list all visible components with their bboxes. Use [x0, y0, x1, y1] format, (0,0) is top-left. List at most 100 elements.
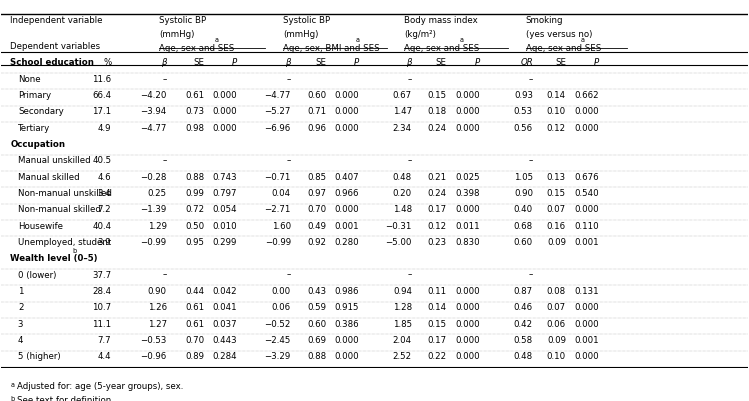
Text: (mmHg): (mmHg) [160, 30, 195, 39]
Text: 0.69: 0.69 [308, 336, 327, 345]
Text: 0.23: 0.23 [427, 238, 446, 247]
Text: Age, sex and SES: Age, sex and SES [526, 44, 601, 53]
Text: 0.110: 0.110 [574, 222, 598, 231]
Text: β: β [161, 58, 167, 67]
Text: −6.96: −6.96 [264, 124, 291, 133]
Text: 0.000: 0.000 [455, 91, 480, 100]
Text: P: P [593, 58, 598, 67]
Text: 0.037: 0.037 [212, 320, 237, 328]
Text: 0.000: 0.000 [455, 205, 480, 214]
Text: 0.16: 0.16 [547, 222, 566, 231]
Text: a: a [580, 37, 584, 43]
Text: (kg/m²): (kg/m²) [404, 30, 436, 39]
Text: 4.9: 4.9 [98, 124, 112, 133]
Text: 0.59: 0.59 [308, 303, 327, 312]
Text: 0.280: 0.280 [334, 238, 359, 247]
Text: 0.000: 0.000 [334, 352, 359, 361]
Text: Dependent variables: Dependent variables [10, 42, 100, 51]
Text: Housewife: Housewife [18, 222, 63, 231]
Text: 0.22: 0.22 [427, 352, 446, 361]
Text: –: – [407, 271, 412, 279]
Text: 1.27: 1.27 [148, 320, 167, 328]
Text: 0.000: 0.000 [212, 107, 237, 116]
Text: −0.99: −0.99 [264, 238, 291, 247]
Text: 0.386: 0.386 [334, 320, 359, 328]
Text: 0.15: 0.15 [427, 320, 446, 328]
Text: 0.797: 0.797 [213, 189, 237, 198]
Text: 0.60: 0.60 [514, 238, 533, 247]
Text: 0.14: 0.14 [547, 91, 566, 100]
Text: 0.000: 0.000 [455, 336, 480, 345]
Text: −3.94: −3.94 [140, 107, 167, 116]
Text: 0.284: 0.284 [212, 352, 237, 361]
Text: 1.85: 1.85 [392, 320, 412, 328]
Text: 0.540: 0.540 [574, 189, 598, 198]
Text: 0.662: 0.662 [574, 91, 598, 100]
Text: 2.04: 2.04 [392, 336, 412, 345]
Text: 0.87: 0.87 [514, 287, 533, 296]
Text: 0.676: 0.676 [574, 172, 598, 182]
Text: 0.042: 0.042 [212, 287, 237, 296]
Text: −5.00: −5.00 [386, 238, 412, 247]
Text: Independent variable: Independent variable [10, 16, 103, 26]
Text: 0.60: 0.60 [308, 320, 327, 328]
Text: 1.48: 1.48 [392, 205, 412, 214]
Text: –: – [529, 156, 533, 165]
Text: 0.407: 0.407 [334, 172, 359, 182]
Text: 0.50: 0.50 [185, 222, 204, 231]
Text: a: a [10, 382, 14, 388]
Text: See text for definition.: See text for definition. [17, 396, 114, 401]
Text: 2.34: 2.34 [392, 124, 412, 133]
Text: 0.49: 0.49 [308, 222, 327, 231]
Text: 0.000: 0.000 [455, 124, 480, 133]
Text: −0.71: −0.71 [264, 172, 291, 182]
Text: 0.70: 0.70 [185, 336, 204, 345]
Text: 0.06: 0.06 [547, 320, 566, 328]
Text: 0.001: 0.001 [574, 238, 598, 247]
Text: SE: SE [555, 58, 566, 67]
Text: 1.47: 1.47 [392, 107, 412, 116]
Text: −0.31: −0.31 [386, 222, 412, 231]
Text: 0.58: 0.58 [514, 336, 533, 345]
Text: −1.39: −1.39 [140, 205, 167, 214]
Text: −2.71: −2.71 [264, 205, 291, 214]
Text: 40.5: 40.5 [92, 156, 112, 165]
Text: 1.29: 1.29 [148, 222, 167, 231]
Text: OR: OR [521, 58, 533, 67]
Text: 0.72: 0.72 [185, 205, 204, 214]
Text: 4.4: 4.4 [97, 352, 112, 361]
Text: –: – [286, 156, 291, 165]
Text: 0.71: 0.71 [308, 107, 327, 116]
Text: Smoking: Smoking [526, 16, 563, 26]
Text: 17.1: 17.1 [92, 107, 112, 116]
Text: −4.77: −4.77 [140, 124, 167, 133]
Text: −0.53: −0.53 [140, 336, 167, 345]
Text: 11.1: 11.1 [92, 320, 112, 328]
Text: 0.42: 0.42 [514, 320, 533, 328]
Text: 0.001: 0.001 [334, 222, 359, 231]
Text: Systolic BP: Systolic BP [283, 16, 330, 26]
Text: Manual skilled: Manual skilled [18, 172, 79, 182]
Text: Systolic BP: Systolic BP [160, 16, 206, 26]
Text: 0.20: 0.20 [392, 189, 412, 198]
Text: P: P [354, 58, 359, 67]
Text: 0.11: 0.11 [427, 287, 446, 296]
Text: 0.61: 0.61 [185, 320, 204, 328]
Text: Age, sex and SES: Age, sex and SES [160, 44, 234, 53]
Text: 0.000: 0.000 [455, 320, 480, 328]
Text: 4.6: 4.6 [97, 172, 112, 182]
Text: 0.97: 0.97 [308, 189, 327, 198]
Text: 0.000: 0.000 [574, 320, 598, 328]
Text: 0.48: 0.48 [514, 352, 533, 361]
Text: 0.000: 0.000 [455, 303, 480, 312]
Text: 0.53: 0.53 [514, 107, 533, 116]
Text: 4: 4 [18, 336, 23, 345]
Text: 37.7: 37.7 [92, 271, 112, 279]
Text: 0.13: 0.13 [547, 172, 566, 182]
Text: 0.131: 0.131 [574, 287, 598, 296]
Text: 3: 3 [18, 320, 23, 328]
Text: 0.94: 0.94 [393, 287, 412, 296]
Text: 0.054: 0.054 [212, 205, 237, 214]
Text: β: β [407, 58, 412, 67]
Text: a: a [459, 37, 464, 43]
